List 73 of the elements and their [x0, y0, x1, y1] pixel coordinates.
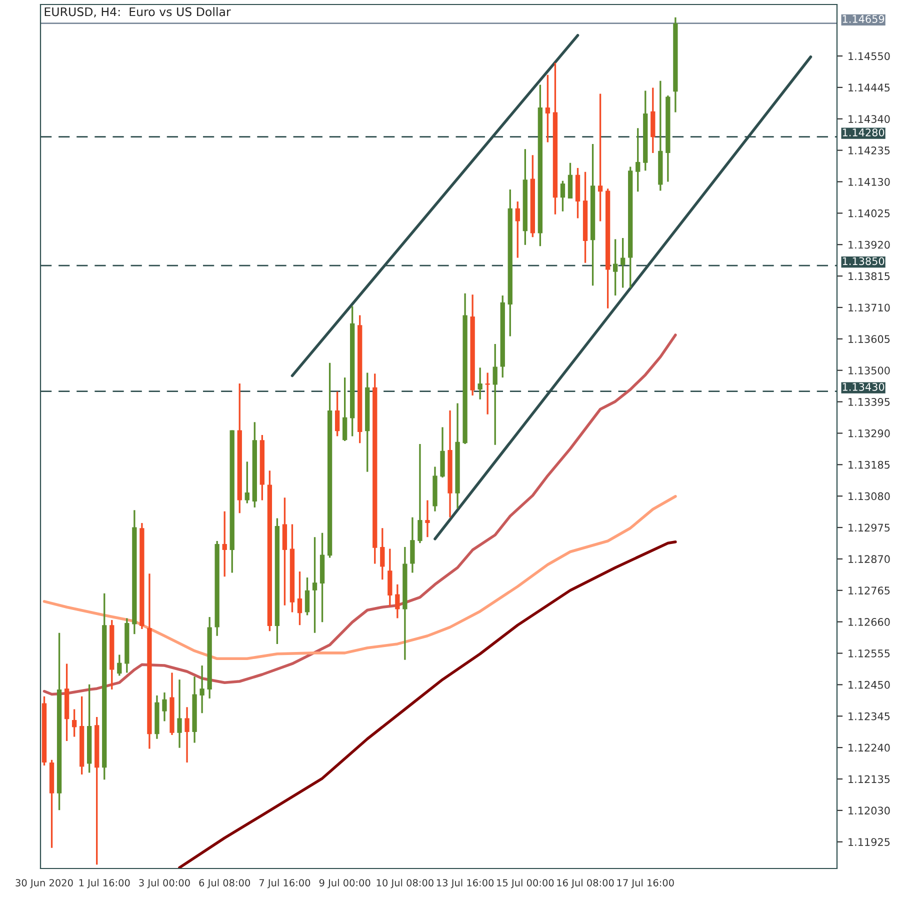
candlestick: [117, 654, 122, 677]
candlestick: [395, 584, 400, 620]
candlestick: [598, 92, 603, 222]
candlestick: [304, 576, 310, 616]
y-tick-label: 1.12450: [848, 680, 890, 689]
y-tick-label: 1.13395: [848, 398, 890, 406]
y-tick-label: 1.12660: [848, 618, 890, 626]
candlestick: [200, 664, 204, 714]
line-series: [178, 540, 677, 868]
y-tick-label: 1.14235: [848, 146, 890, 154]
candlestick: [545, 74, 550, 144]
candlestick: [636, 127, 640, 192]
candlestick: [222, 510, 227, 578]
ref-line-label: 1.13850: [842, 257, 884, 266]
y-tick-label: 1.12975: [848, 524, 890, 532]
y-tick-label: 1.12555: [848, 649, 890, 658]
y-tick-label: 1.14025: [848, 209, 890, 218]
candlestick: [162, 692, 167, 722]
candlestick: [380, 527, 385, 580]
candlestick: [410, 516, 415, 574]
x-tick-label: 7 Jul 16:00: [259, 878, 310, 888]
candlestick: [418, 443, 422, 544]
candlestick: [297, 570, 302, 626]
y-tick-label: 1.14550: [848, 52, 890, 60]
candlestick: [515, 200, 520, 259]
candlestick: [312, 536, 318, 634]
candlestick: [177, 678, 182, 749]
y-tick-label: 1.13710: [848, 304, 890, 312]
y-tick-label: 1.12870: [848, 555, 890, 564]
candlestick: [613, 238, 618, 296]
y-tick-label: 1.12135: [848, 775, 890, 784]
y-tick-label: 1.13080: [848, 492, 890, 500]
candlestick: [425, 499, 430, 538]
y-tick-label: 1.13290: [848, 429, 890, 438]
ref-line-label: 1.14280: [842, 128, 884, 136]
candlestick: [184, 706, 190, 764]
y-tick-label: 1.13500: [848, 366, 890, 374]
candlestick: [334, 390, 340, 438]
y-tick-label: 1.13185: [848, 460, 890, 469]
candlestick: [620, 237, 626, 289]
x-tick-label: 17 Jul 16:00: [617, 878, 674, 888]
x-tick-label: 6 Jul 08:00: [199, 878, 250, 888]
ref-line-label: 1.14659: [842, 15, 884, 23]
y-tick-label: 1.14445: [848, 84, 890, 92]
y-tick-label: 1.12240: [848, 744, 890, 752]
candlestick: [492, 343, 498, 446]
ref-line-label: 1.13430: [842, 382, 884, 391]
candlestick: [244, 460, 250, 504]
x-tick-label: 10 Jul 08:00: [376, 878, 434, 888]
y-tick-label: 1.12030: [848, 806, 890, 815]
x-tick-label: 15 Jul 00:00: [497, 878, 554, 888]
y-tick-label: 1.14130: [848, 178, 890, 186]
y-tick-label: 1.13605: [848, 335, 890, 344]
x-tick-label: 3 Jul 00:00: [139, 878, 190, 888]
y-tick-label: 1.14340: [848, 115, 890, 123]
x-tick-label: 9 Jul 00:00: [319, 878, 370, 888]
x-tick-label: 13 Jul 16:00: [436, 878, 494, 888]
y-tick-label: 1.13920: [848, 240, 890, 249]
y-tick-label: 1.12765: [848, 586, 890, 594]
candlestick: [568, 162, 573, 200]
y-tick-label: 1.12345: [848, 712, 890, 720]
x-tick-label: 30 Jun 2020: [16, 879, 73, 888]
y-tick-label: 1.11925: [848, 838, 890, 846]
candlestick: [342, 376, 348, 442]
line-series: [42, 494, 677, 660]
x-tick-label: 1 Jul 16:00: [79, 878, 130, 888]
x-tick-label: 16 Jul 08:00: [557, 878, 614, 888]
chart-title: EURUSD, H4: Euro vs US Dollar: [44, 7, 231, 18]
candlestick: [72, 708, 77, 738]
candlestick: [478, 366, 482, 400]
line-series: [42, 334, 677, 696]
candlestick: [560, 180, 566, 212]
y-tick-label: 1.13815: [848, 272, 890, 280]
